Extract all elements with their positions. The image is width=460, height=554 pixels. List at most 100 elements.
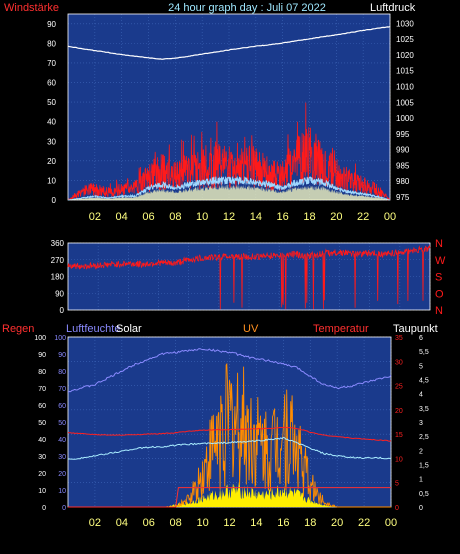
dewpoint-axis-label: Taupunkt bbox=[393, 323, 438, 335]
x-tick-label: 20 bbox=[330, 211, 342, 223]
wind-calm-fill bbox=[68, 184, 390, 200]
direction-plot-frame bbox=[67, 242, 431, 311]
y-tick-label-uv: 1,5 bbox=[419, 463, 429, 470]
compass-label: O bbox=[435, 288, 444, 300]
x-tick-label: 16 bbox=[277, 517, 289, 529]
y-tick-label-pressure: 995 bbox=[396, 130, 410, 139]
y-tick-label-uv: 3 bbox=[419, 420, 423, 427]
y-tick-label-humidity: 60 bbox=[58, 403, 66, 410]
y-tick-label-rain: 60 bbox=[38, 403, 46, 410]
y-tick-label-temperature: 15 bbox=[395, 432, 403, 439]
y-tick-label-wind: 70 bbox=[47, 59, 56, 68]
y-tick-label-temperature: 5 bbox=[395, 481, 399, 488]
x-tick-label: 12 bbox=[223, 517, 235, 529]
y-tick-label-pressure: 985 bbox=[396, 161, 410, 170]
x-tick-label: 20 bbox=[331, 517, 343, 529]
y-tick-label-rain: 0 bbox=[42, 505, 46, 512]
y-tick-label-pressure: 975 bbox=[396, 193, 410, 202]
pressure-axis-label: Luftdruck bbox=[370, 2, 416, 14]
solar-series bbox=[68, 482, 391, 507]
y-tick-label-wind: 30 bbox=[47, 137, 56, 146]
humidity-series bbox=[67, 348, 392, 393]
x-tick-label: 04 bbox=[116, 211, 128, 223]
y-tick-label-temperature: 25 bbox=[395, 384, 403, 391]
temperature-series bbox=[67, 426, 392, 442]
x-tick-label: 22 bbox=[357, 211, 369, 223]
x-tick-label: 06 bbox=[143, 517, 155, 529]
wind-axis-label: Windstärke bbox=[4, 2, 59, 14]
y-tick-label-humidity: 30 bbox=[58, 454, 66, 461]
y-tick-label-rain: 70 bbox=[38, 386, 46, 393]
y-tick-label-direction: 90 bbox=[55, 289, 64, 298]
x-tick-label: 04 bbox=[116, 517, 128, 529]
y-tick-label-wind: 60 bbox=[47, 79, 56, 88]
y-tick-label-wind: 10 bbox=[47, 176, 56, 185]
temperature-axis-label: Temperatur bbox=[313, 323, 369, 335]
y-tick-label-direction: 270 bbox=[51, 256, 65, 265]
y-tick-label-wind: 50 bbox=[47, 98, 56, 107]
chart-title: 24 hour graph day : Juli 07 2022 bbox=[168, 2, 326, 14]
y-tick-label-rain: 40 bbox=[38, 437, 46, 444]
compass-label: N bbox=[435, 238, 443, 250]
y-tick-label-humidity: 20 bbox=[58, 471, 66, 478]
x-tick-label: 12 bbox=[223, 211, 235, 223]
pressure-series bbox=[67, 25, 391, 60]
y-tick-label-pressure: 990 bbox=[396, 146, 410, 155]
y-tick-label-rain: 50 bbox=[38, 420, 46, 427]
rain-axis-label: Regen bbox=[2, 323, 34, 335]
y-tick-label-pressure: 1005 bbox=[396, 98, 414, 107]
solar-axis-label: Solar bbox=[116, 323, 142, 335]
y-tick-label-uv: 1 bbox=[419, 477, 423, 484]
x-tick-label: 00 bbox=[385, 517, 397, 529]
y-tick-label-pressure: 1020 bbox=[396, 51, 414, 60]
y-tick-label-pressure: 1025 bbox=[396, 35, 414, 44]
compass-label: S bbox=[435, 272, 442, 284]
y-tick-label-pressure: 980 bbox=[396, 177, 410, 186]
y-tick-label-humidity: 0 bbox=[62, 505, 66, 512]
y-tick-label-rain: 30 bbox=[38, 454, 46, 461]
y-tick-label-pressure: 1010 bbox=[396, 83, 414, 92]
y-tick-label-temperature: 0 bbox=[395, 505, 399, 512]
y-tick-label-wind: 90 bbox=[47, 20, 56, 29]
y-tick-label-direction: 360 bbox=[51, 239, 65, 248]
x-tick-label: 06 bbox=[142, 211, 154, 223]
y-tick-label-rain: 100 bbox=[34, 335, 46, 342]
wind-average-series bbox=[68, 176, 391, 201]
y-tick-label-uv: 2 bbox=[419, 448, 423, 455]
y-tick-label-humidity: 100 bbox=[54, 335, 66, 342]
y-tick-label-uv: 5,5 bbox=[419, 349, 429, 356]
y-tick-label-uv: 4,5 bbox=[419, 378, 429, 385]
y-tick-label-temperature: 10 bbox=[395, 456, 403, 463]
x-tick-label: 22 bbox=[358, 517, 370, 529]
x-tick-label: 10 bbox=[196, 517, 208, 529]
chart-layer: 0102030405060708090975980985990995100010… bbox=[34, 13, 446, 529]
x-tick-label: 14 bbox=[250, 517, 262, 529]
y-tick-label-uv: 6 bbox=[419, 335, 423, 342]
uv-axis-label: UV bbox=[243, 323, 259, 335]
y-tick-label-pressure: 1000 bbox=[396, 114, 414, 123]
y-tick-label-humidity: 90 bbox=[58, 352, 66, 359]
y-tick-label-rain: 90 bbox=[38, 352, 46, 359]
y-tick-label-humidity: 80 bbox=[58, 369, 66, 376]
y-tick-label-uv: 5 bbox=[419, 363, 423, 370]
y-tick-label-uv: 0,5 bbox=[419, 491, 429, 498]
x-tick-label: 14 bbox=[250, 211, 262, 223]
y-tick-label-wind: 40 bbox=[47, 118, 56, 127]
y-tick-label-rain: 80 bbox=[38, 369, 46, 376]
y-tick-label-uv: 0 bbox=[419, 505, 423, 512]
x-tick-label: 02 bbox=[89, 517, 101, 529]
y-tick-label-wind: 0 bbox=[52, 196, 57, 205]
y-tick-label-rain: 20 bbox=[38, 471, 46, 478]
y-tick-label-uv: 3,5 bbox=[419, 406, 429, 413]
y-tick-label-direction: 0 bbox=[60, 306, 65, 315]
y-tick-label-wind: 80 bbox=[47, 39, 56, 48]
y-tick-label-humidity: 40 bbox=[58, 437, 66, 444]
y-tick-label-rain: 10 bbox=[38, 488, 46, 495]
y-tick-label-wind: 20 bbox=[47, 157, 56, 166]
x-tick-label: 18 bbox=[303, 211, 315, 223]
y-tick-label-humidity: 50 bbox=[58, 420, 66, 427]
compass-label: W bbox=[435, 255, 446, 267]
x-tick-label: 02 bbox=[89, 211, 101, 223]
y-tick-label-humidity: 70 bbox=[58, 386, 66, 393]
